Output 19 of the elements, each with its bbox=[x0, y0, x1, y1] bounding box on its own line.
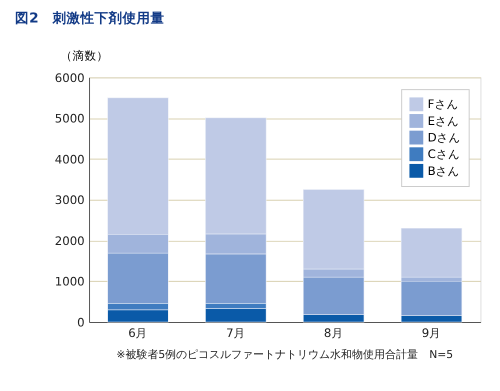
chart-title: 図2 刺激性下剤使用量 bbox=[15, 10, 165, 27]
y-tick-label: 2000 bbox=[54, 234, 85, 248]
x-tick-label: 7月 bbox=[226, 326, 246, 340]
legend-label: Bさん bbox=[428, 164, 460, 178]
text: ※被験者5例のピコスルファートナトリウム水和物使用合計量 N=5 bbox=[116, 348, 454, 362]
x-tick-label: 6月 bbox=[128, 326, 148, 340]
legend-label: Cさん bbox=[428, 147, 460, 162]
legend-label: Eさん bbox=[428, 114, 460, 128]
y-tick-label: 0 bbox=[77, 315, 85, 330]
x-tick-label: 9月 bbox=[422, 326, 442, 340]
y-tick-label: 6000 bbox=[54, 70, 85, 85]
y-tick-label: 3000 bbox=[54, 193, 85, 208]
y-axis-title: （滴数） bbox=[60, 48, 109, 62]
legend-label: Dさん bbox=[428, 130, 461, 144]
x-tick-label: 8月 bbox=[324, 326, 344, 340]
y-tick-label: 4000 bbox=[54, 152, 85, 166]
y-tick-label: 5000 bbox=[54, 112, 85, 126]
legend-label: Fさん bbox=[428, 97, 458, 112]
y-tick-label: 1000 bbox=[54, 274, 85, 289]
